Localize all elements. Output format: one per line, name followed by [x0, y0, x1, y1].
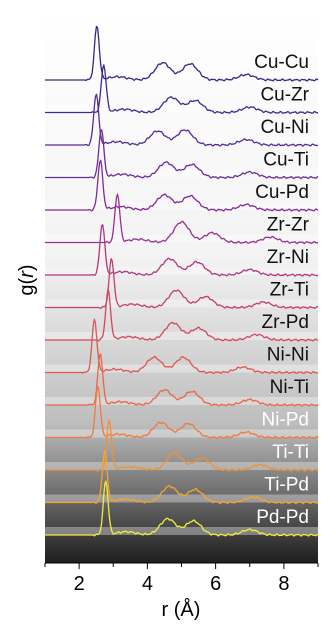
x-tick-label: 2: [74, 573, 85, 595]
series-line-zr-pd: [45, 288, 319, 342]
band-cu-zr: [45, 104, 318, 113]
x-tick-label: 4: [142, 573, 153, 595]
band-cu-ni: [45, 137, 318, 145]
series-line-cu-pd: [45, 159, 319, 212]
series-line-ti-pd: [45, 449, 319, 505]
band-zr-ni: [45, 267, 318, 275]
band-ni-ni: [45, 364, 318, 373]
series-label-zr-zr: Zr-Zr: [267, 215, 310, 236]
series-line-ni-ti: [45, 353, 319, 407]
series-line-ti-ti: [45, 419, 319, 472]
x-axis-label: r (Å): [162, 598, 201, 621]
band-layer: [45, 72, 318, 535]
x-tick-label: 6: [210, 573, 221, 595]
band-pd-pd: [45, 527, 318, 535]
y-axis-label: g(r): [16, 264, 38, 295]
series-label-ti-pd: Ti-Pd: [264, 475, 309, 496]
band-zr-ti: [45, 299, 318, 308]
band-cu-ti: [45, 169, 318, 178]
series-line-cu-zr: [45, 64, 319, 115]
band-zr-zr: [45, 234, 318, 243]
series-label-ni-ni: Ni-Ni: [267, 345, 309, 366]
series-line-cu-cu: [45, 25, 319, 82]
series-line-pd-pd: [45, 480, 319, 537]
series-label-cu-pd: Cu-Pd: [255, 182, 309, 203]
series-label-ni-pd: Ni-Pd: [261, 410, 309, 431]
series-label-ni-ti: Ni-Ti: [270, 377, 309, 398]
series-label-cu-zr: Cu-Zr: [260, 85, 309, 106]
series-label-cu-ti: Cu-Ti: [263, 150, 309, 171]
series-line-zr-ni: [45, 224, 319, 277]
series-line-cu-ti: [45, 129, 319, 180]
series-label-zr-ti: Zr-Ti: [270, 280, 309, 301]
series-label-cu-ni: Cu-Ni: [260, 117, 309, 138]
series-label-zr-pd: Zr-Pd: [262, 312, 310, 333]
series-line-cu-ni: [45, 93, 319, 147]
band-ti-ti: [45, 462, 318, 470]
series-label-zr-ni: Zr-Ni: [267, 247, 309, 268]
curves-layer: [45, 25, 319, 537]
x-ticks: 2 4 6 8: [44, 563, 319, 595]
series-label-cu-cu: Cu-Cu: [254, 52, 309, 73]
band-cu-cu: [45, 72, 318, 80]
series-line-zr-ti: [45, 258, 319, 310]
series-line-zr-zr: [45, 193, 319, 245]
band-ni-pd: [45, 429, 318, 438]
band-cu-pd: [45, 202, 318, 210]
series-label-ti-ti: Ti-Ti: [272, 442, 309, 463]
series-line-ni-ni: [45, 318, 319, 375]
band-ni-ti: [45, 397, 318, 405]
band-ti-pd: [45, 494, 318, 503]
x-tick-label: 8: [278, 573, 289, 595]
series-line-ni-pd: [45, 385, 319, 440]
band-zr-pd: [45, 332, 318, 340]
series-label-pd-pd: Pd-Pd: [256, 507, 309, 528]
series-labels: Cu-Cu Cu-Zr Cu-Ni Cu-Ti Cu-Pd Zr-Zr Zr-Ni Zr-Ti…: [254, 52, 310, 528]
